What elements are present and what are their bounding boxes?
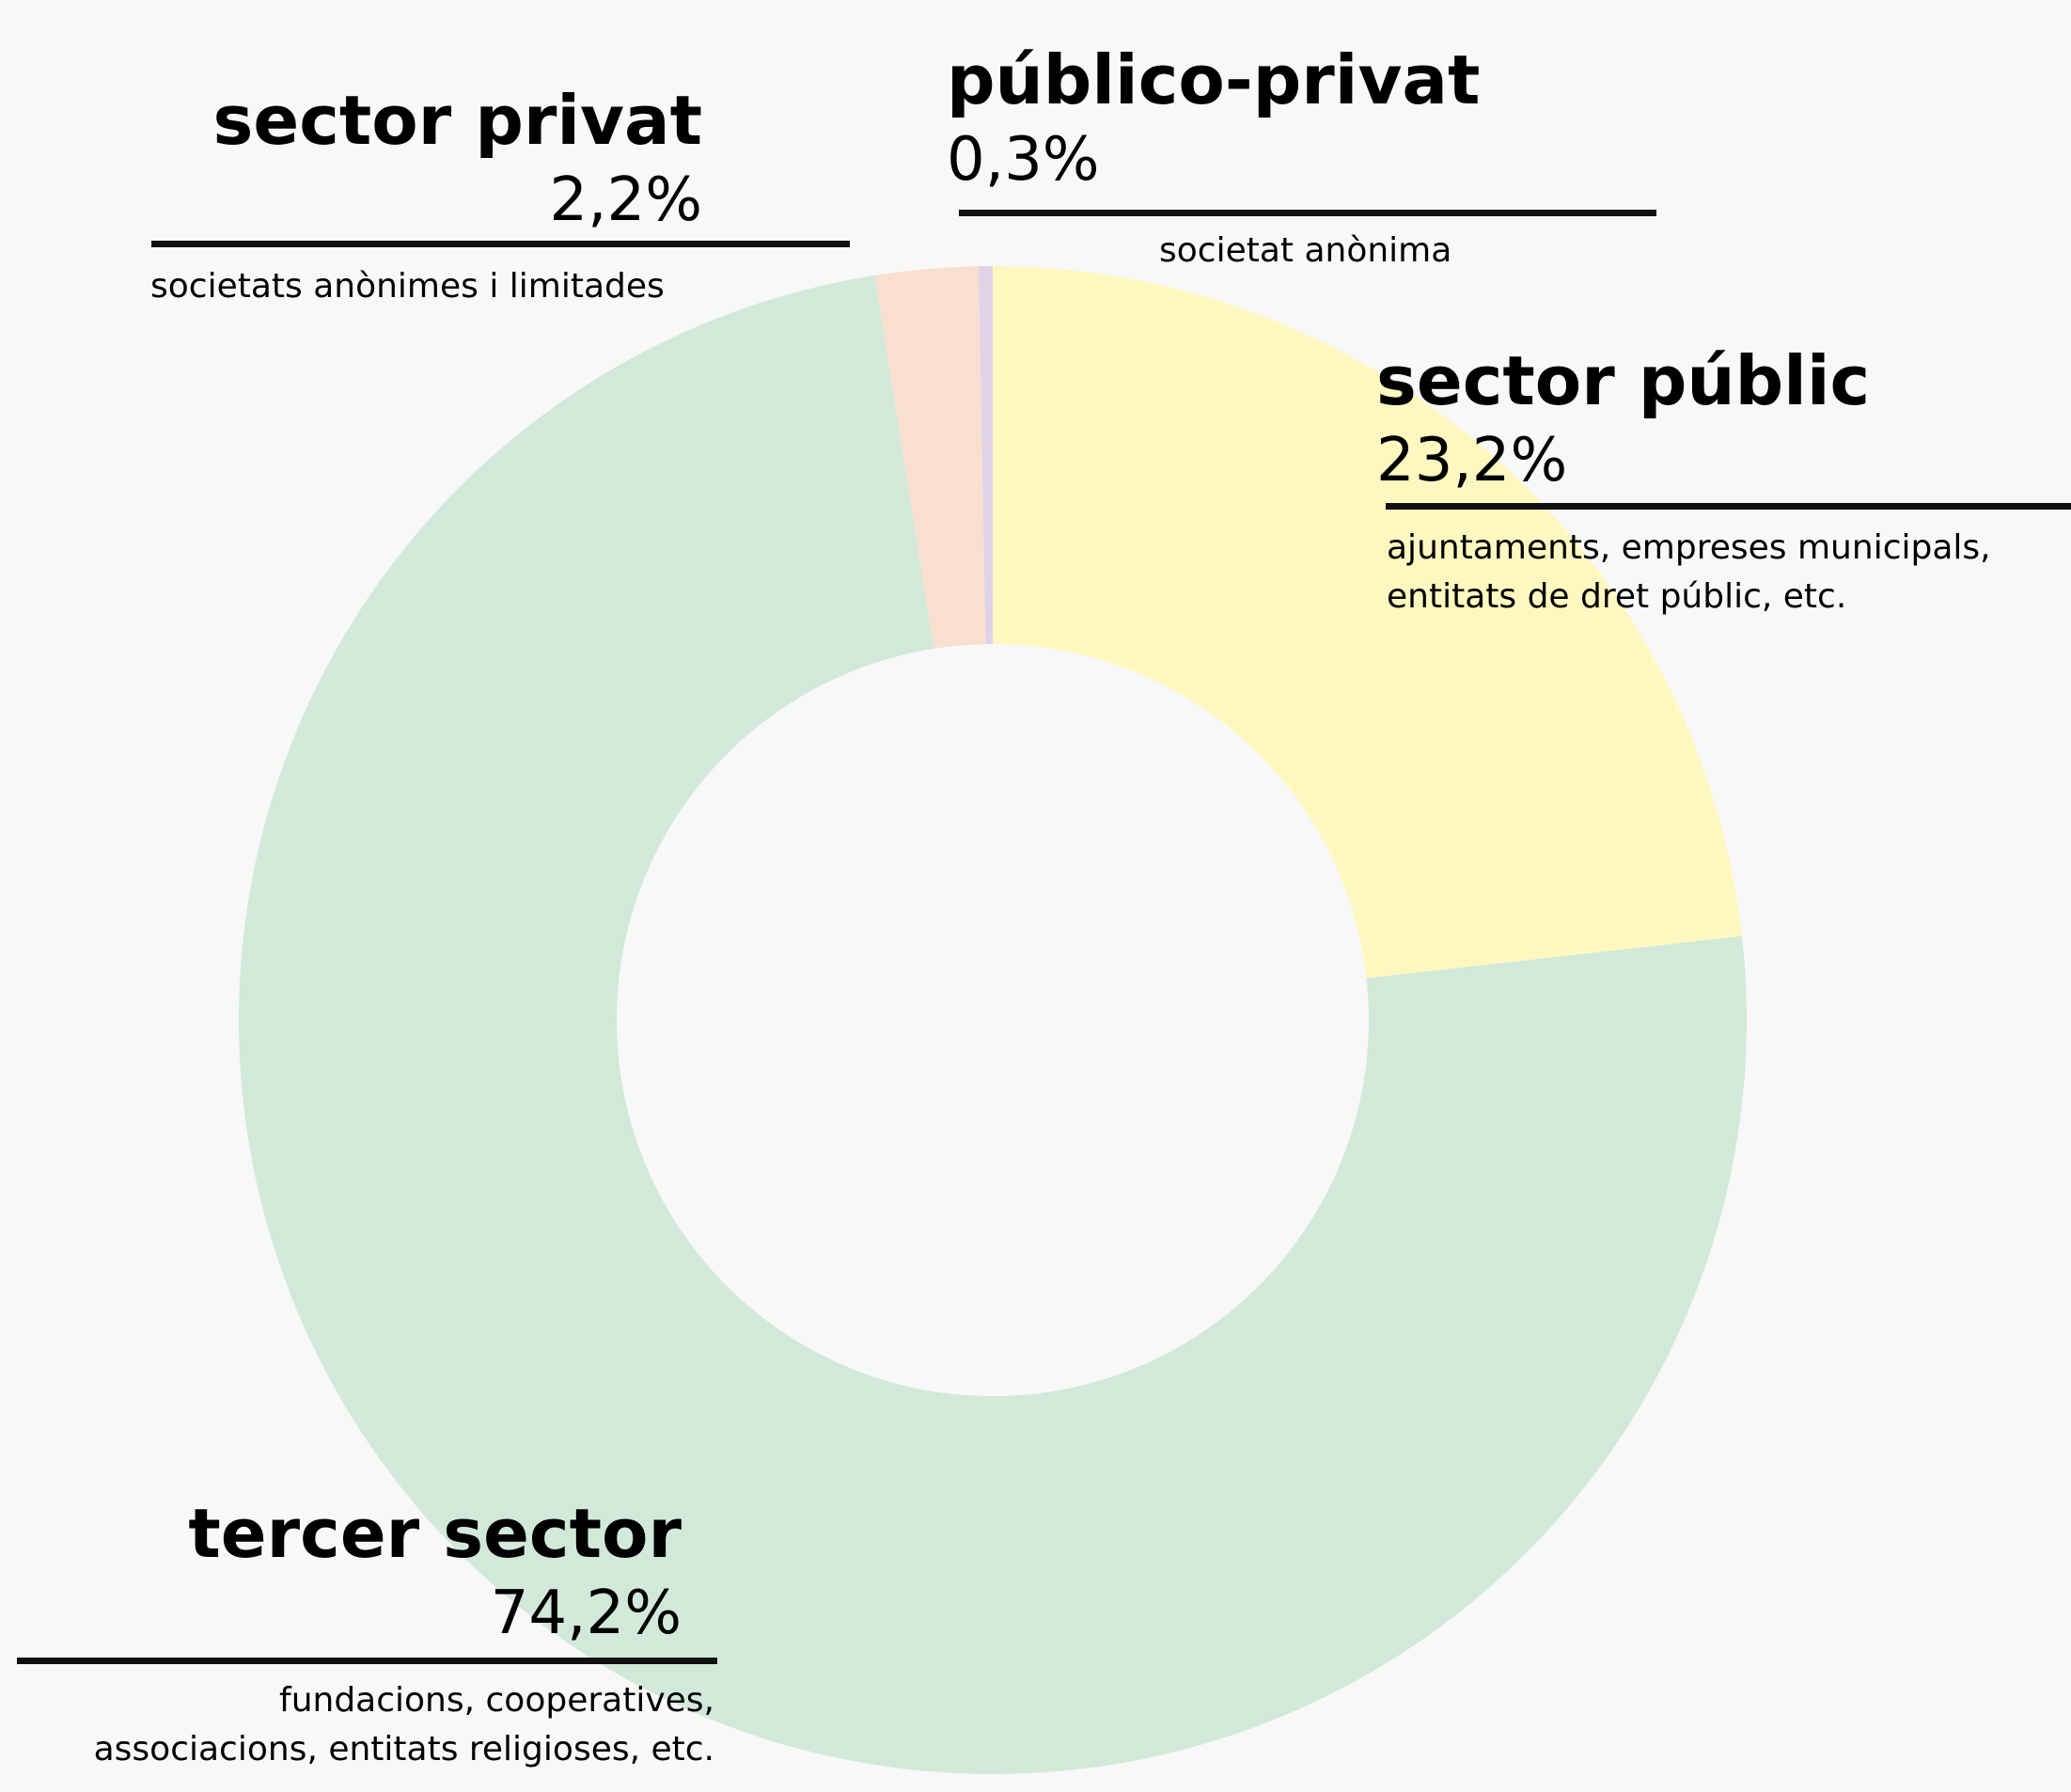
desc-tercer-sector-line-2: associacions, entitats religioses, etc.: [93, 1730, 714, 1768]
desc-tercer-sector-line-1: fundacions, cooperatives,: [279, 1681, 714, 1720]
desc-sector-public-line-2: entitats de dret públic, etc.: [1387, 577, 1847, 616]
slice-label-publico-privat: público-privat: [947, 40, 1481, 119]
slice-value-publico-privat: 0,3%: [947, 125, 1100, 195]
label-tercer-sector: tercer sector 74,2%: [150, 1493, 682, 1653]
label-sector-privat: sector privat 2,2%: [150, 80, 703, 240]
desc-sector-public-line-1: ajuntaments, empreses municipals,: [1387, 528, 1991, 567]
slice-value-sector-public: 23,2%: [1376, 426, 1568, 495]
slice-label-tercer-sector: tercer sector: [188, 1494, 682, 1573]
slice-value-tercer-sector: 74,2%: [490, 1579, 682, 1648]
slice-sector-public: [993, 266, 1743, 979]
label-publico-privat: público-privat 0,3%: [947, 39, 1480, 199]
desc-tercer-sector: fundacions, cooperatives, associacions, …: [19, 1676, 714, 1774]
desc-sector-privat-line-1: societats anònimes i limitades: [150, 267, 665, 306]
slice-sector-privat: [874, 266, 986, 649]
label-sector-public: sector públic 23,2%: [1376, 340, 1870, 500]
donut-slices: [239, 266, 1747, 1774]
rule-sector-privat: [151, 241, 850, 247]
rule-publico-privat: [959, 210, 1656, 216]
desc-sector-public: ajuntaments, empreses municipals, entita…: [1387, 524, 1991, 621]
slice-value-sector-privat: 2,2%: [549, 165, 702, 235]
slice-label-sector-privat: sector privat: [212, 81, 703, 160]
slice-tercer-sector: [239, 275, 1747, 1774]
rule-sector-public: [1386, 503, 2071, 510]
slice-label-sector-public: sector públic: [1376, 341, 1871, 420]
desc-sector-privat: societats anònimes i limitades: [150, 262, 665, 311]
slice-publico-privat: [978, 266, 993, 645]
rule-tercer-sector: [17, 1658, 717, 1664]
desc-publico-privat: societat anònima: [1159, 227, 1451, 275]
desc-publico-privat-line-1: societat anònima: [1159, 231, 1452, 270]
